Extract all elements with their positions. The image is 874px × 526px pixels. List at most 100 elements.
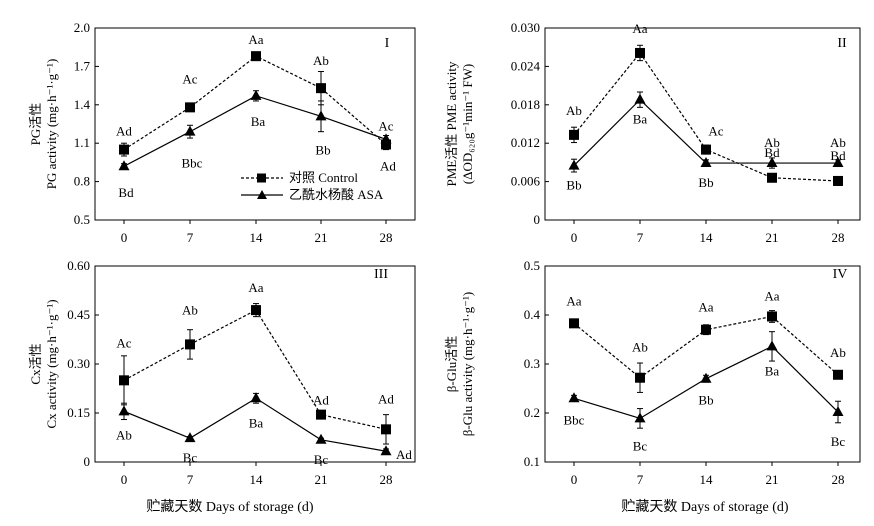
asa-data-point xyxy=(832,157,844,168)
asa-significance-label: Bb xyxy=(698,393,713,408)
asa-significance-label: Bb xyxy=(566,178,581,193)
control-significance-label: Aa xyxy=(764,288,779,303)
x-tick-label: 21 xyxy=(315,230,328,245)
asa-data-point xyxy=(380,445,392,456)
y-tick-label: 0.012 xyxy=(511,135,540,150)
x-tick-label: 21 xyxy=(766,472,779,487)
y-tick-label: 0.15 xyxy=(67,405,90,420)
control-data-point xyxy=(119,375,129,386)
control-significance-label: Bd xyxy=(830,148,846,163)
x-tick-label: 14 xyxy=(700,230,714,245)
y-axis-label: Cx activity (mg·h⁻¹·g⁻¹) xyxy=(44,299,59,428)
asa-data-point xyxy=(315,433,327,444)
legend-asa-label: 乙酰水杨酸 ASA xyxy=(289,187,384,202)
control-significance-label: Ab xyxy=(566,103,582,118)
control-significance-label: Aa xyxy=(632,21,647,36)
asa-significance-label: Ba xyxy=(633,112,648,127)
asa-data-point xyxy=(700,157,712,168)
control-significance-label: Ac xyxy=(708,124,723,139)
y-tick-label: 0.024 xyxy=(511,58,541,73)
control-significance-label: Bd xyxy=(764,145,780,160)
panel-III: 0 0.15 0.30 0.45 0.60 0 7 14 21 28 Cx活性 Cx activity… xyxy=(28,258,416,487)
control-data-point xyxy=(119,144,129,155)
y-axis-label: β-Glu activity (mg·h⁻¹·g⁻¹) xyxy=(460,292,475,436)
control-data-point xyxy=(185,102,195,113)
asa-data-point xyxy=(700,372,712,383)
asa-significance-label: Bb xyxy=(698,175,713,190)
asa-series-line xyxy=(123,95,387,167)
control-data-point xyxy=(381,139,391,150)
plot-frame xyxy=(94,265,416,463)
legend: 对照 Control 乙酰水杨酸 ASA xyxy=(241,170,384,202)
asa-significance-label: Ab xyxy=(830,135,846,150)
x-tick-label: 7 xyxy=(187,230,194,245)
asa-significance-label: Ad xyxy=(396,447,412,462)
asa-data-point xyxy=(568,159,580,170)
x-tick-label: 28 xyxy=(380,472,393,487)
control-data-point xyxy=(316,409,326,420)
control-significance-label: Aa xyxy=(566,293,581,308)
y-tick-label: 0.006 xyxy=(511,174,541,189)
y-tick-label: 0 xyxy=(84,454,91,469)
asa-significance-label: Ba xyxy=(765,363,780,378)
x-tick-label: 14 xyxy=(250,230,264,245)
x-tick-label: 21 xyxy=(766,230,779,245)
control-significance-label: Ad xyxy=(378,391,394,406)
x-tick-label: 7 xyxy=(187,472,194,487)
x-tick-label: 14 xyxy=(250,472,264,487)
asa-data-point xyxy=(184,432,196,443)
control-significance-label: Aa xyxy=(698,300,713,315)
x-tick-label: 0 xyxy=(121,472,128,487)
control-significance-label: Ad xyxy=(313,393,329,408)
y-axis-label: PG活性 xyxy=(28,103,43,146)
asa-significance-label: Bd xyxy=(118,185,134,200)
control-series-line xyxy=(123,309,387,430)
asa-data-point xyxy=(568,392,580,403)
control-data-point xyxy=(701,144,711,155)
control-data-point xyxy=(701,324,711,335)
y-tick-label: 0.5 xyxy=(524,258,540,273)
y-axis-label: PG activity (mg·h⁻¹·g⁻¹) xyxy=(44,59,59,190)
x-tick-label: 28 xyxy=(832,230,845,245)
asa-significance-label: Bb xyxy=(315,142,330,157)
y-tick-label: 0.45 xyxy=(67,307,90,322)
asa-data-point xyxy=(832,406,844,417)
panel-numeral: I xyxy=(385,36,390,51)
x-axis-label-left: 贮藏天数 Days of storage (d) xyxy=(146,499,314,515)
control-significance-label: Aa xyxy=(248,32,263,47)
asa-significance-label: Bc xyxy=(831,434,846,449)
control-significance-label: Ab xyxy=(632,340,648,355)
panel-I: 0.5 0.8 1.1 1.4 1.7 2.0 0 7 14 21 28 PG活性 PG activit… xyxy=(28,20,416,245)
asa-significance-label: Bbc xyxy=(182,156,203,171)
control-data-point xyxy=(251,51,261,62)
asa-significance-label: Bbc xyxy=(564,412,585,427)
x-tick-label: 0 xyxy=(121,230,128,245)
control-data-point xyxy=(635,372,645,383)
x-tick-label: 0 xyxy=(571,230,578,245)
asa-data-point xyxy=(118,405,130,416)
control-data-point xyxy=(316,83,326,94)
y-tick-label: 1.1 xyxy=(74,135,90,150)
asa-significance-label: Ba xyxy=(249,415,264,430)
panel-numeral: IV xyxy=(833,267,848,282)
y-tick-label: 0.5 xyxy=(74,212,90,227)
control-series-line xyxy=(123,55,387,151)
control-significance-label: Ac xyxy=(116,335,131,350)
x-tick-label: 0 xyxy=(571,472,578,487)
control-data-point xyxy=(833,175,843,186)
panel-numeral: II xyxy=(837,36,847,51)
y-tick-label: 0.4 xyxy=(524,307,541,322)
control-data-point xyxy=(767,172,777,183)
control-significance-label: Ad xyxy=(116,124,132,139)
asa-significance-label: Ab xyxy=(764,135,780,150)
x-tick-label: 21 xyxy=(315,472,328,487)
control-data-point xyxy=(569,318,579,329)
y-tick-label: 0.030 xyxy=(511,20,540,35)
asa-data-point xyxy=(634,93,646,104)
x-tick-label: 28 xyxy=(380,230,393,245)
x-tick-label: 28 xyxy=(832,472,845,487)
x-tick-label: 7 xyxy=(637,472,644,487)
y-axis-label: (ΔOD₆₂₀g⁻¹min⁻¹ FW) xyxy=(460,64,475,184)
asa-significance-label: Bc xyxy=(183,450,198,465)
asa-significance-label: Bc xyxy=(633,438,648,453)
